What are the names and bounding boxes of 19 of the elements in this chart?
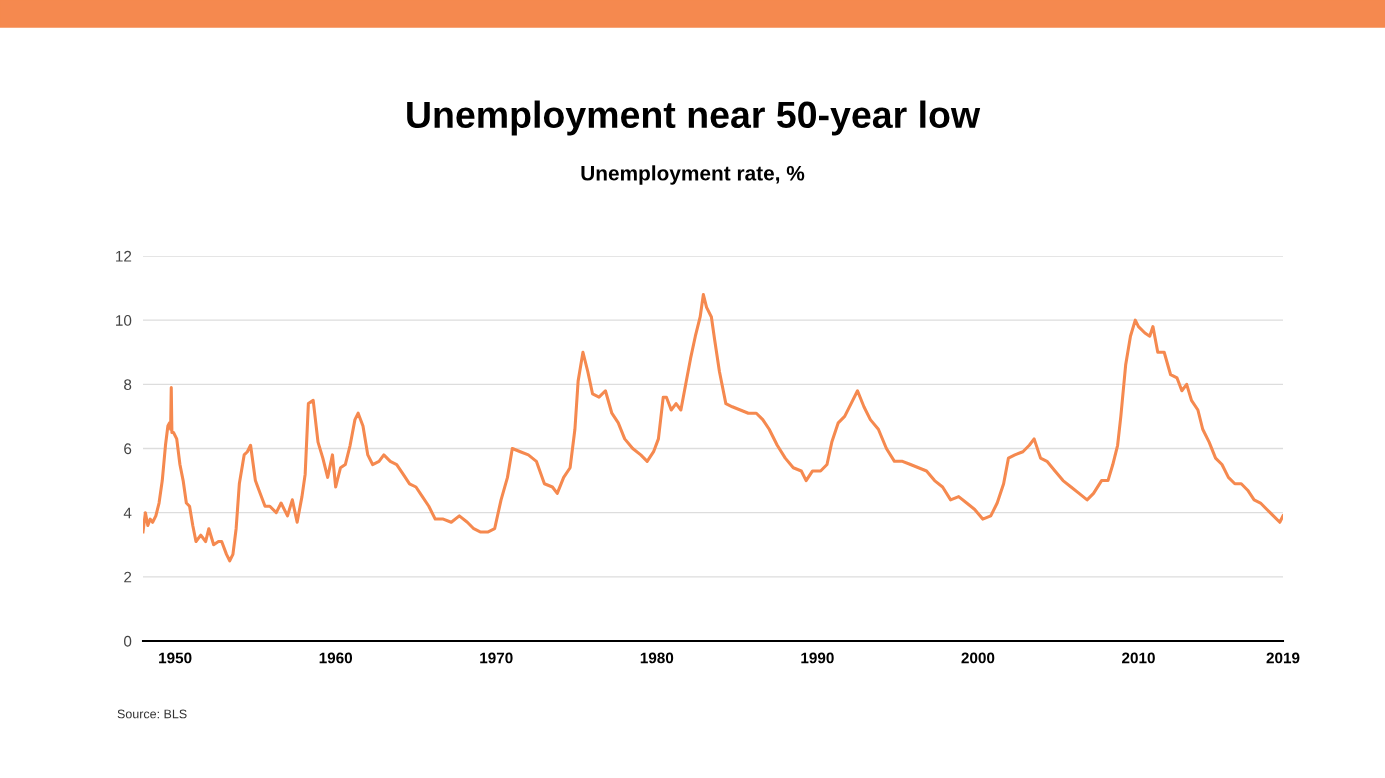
- y-tick-label: 0: [123, 635, 132, 647]
- x-tick-label: 1980: [640, 652, 674, 664]
- x-tick-label: 1950: [159, 652, 192, 664]
- x-tick-label: 1990: [801, 652, 834, 664]
- x-tick-label: 2010: [1122, 652, 1155, 664]
- y-tick-label: 2: [124, 571, 132, 583]
- x-tick-label: 2019: [1266, 652, 1300, 664]
- x-tick-label: 1960: [319, 652, 353, 664]
- y-tick-label: 10: [116, 315, 132, 326]
- x-tick-label: 2000: [961, 652, 995, 664]
- chart-subtitle: Unemployment rate, %: [581, 165, 805, 185]
- chart-title: Unemployment near 50-year low: [407, 100, 981, 136]
- y-tick-label: 8: [124, 379, 132, 391]
- y-tick-label: 12: [116, 250, 132, 262]
- source-note: Source: BLS: [117, 709, 187, 719]
- y-tick-label: 6: [124, 443, 132, 455]
- x-tick-label: 1970: [480, 652, 513, 664]
- y-tick-label: 4: [123, 507, 132, 519]
- line-series: [143, 292, 1283, 563]
